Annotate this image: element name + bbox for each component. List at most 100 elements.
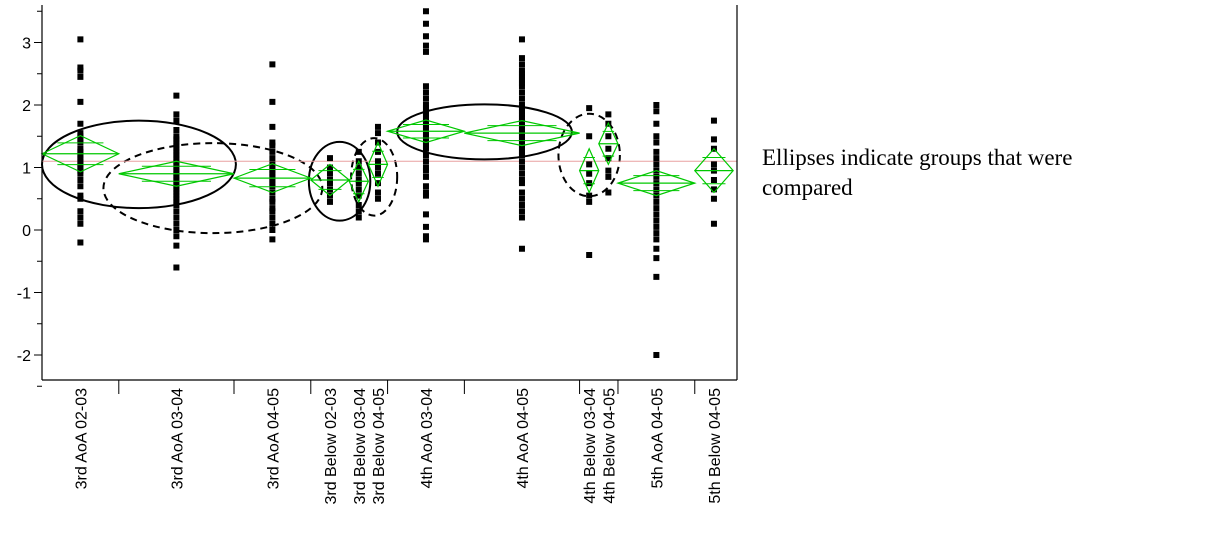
- data-point-5-8: [355, 192, 362, 199]
- data-point-8-16: [518, 114, 525, 121]
- data-point-11-23: [653, 273, 660, 280]
- y-tick-label-2: 2: [22, 98, 31, 115]
- data-point-6-8: [374, 180, 381, 187]
- data-point-7-20: [422, 136, 429, 143]
- data-point-2-22: [173, 186, 180, 193]
- data-point-8-8: [518, 80, 525, 87]
- data-point-1-21: [77, 183, 84, 190]
- group-ellipse-2: [102, 142, 324, 235]
- data-point-8-5: [518, 70, 525, 77]
- data-point-2-28: [173, 208, 180, 215]
- data-point-3-5: [269, 142, 276, 149]
- data-point-8-9: [518, 83, 525, 90]
- data-point-2-15: [173, 164, 180, 171]
- data-point-2-2: [173, 111, 180, 118]
- data-point-8-19: [518, 123, 525, 130]
- data-point-11-20: [653, 236, 660, 243]
- data-point-10-5: [605, 155, 612, 162]
- data-point-5-5: [355, 177, 362, 183]
- data-point-3-19: [269, 205, 276, 212]
- data-point-7-34: [422, 233, 429, 240]
- data-point-11-7: [653, 155, 660, 162]
- data-point-3-1: [269, 61, 276, 68]
- data-point-2-20: [173, 180, 180, 187]
- data-point-1-2: [77, 64, 84, 71]
- data-point-3-23: [269, 227, 276, 233]
- data-point-10-1: [605, 111, 612, 118]
- data-point-2-34: [173, 264, 180, 271]
- data-point-3-6: [269, 148, 276, 155]
- data-point-3-20: [269, 208, 276, 215]
- data-point-6-2: [374, 130, 381, 137]
- data-point-2-18: [173, 173, 180, 180]
- data-point-3-17: [269, 195, 276, 202]
- data-point-1-22: [77, 192, 84, 199]
- data-point-8-18: [518, 120, 525, 127]
- data-point-4-2: [326, 164, 333, 171]
- data-point-7-23: [422, 145, 429, 152]
- data-point-8-10: [518, 89, 525, 96]
- data-point-7-4: [422, 42, 429, 49]
- data-point-5-4: [355, 170, 362, 177]
- data-point-11-10: [653, 173, 660, 180]
- data-point-5-1: [355, 148, 362, 155]
- x-category-label-8: 4th AoA 04-05: [515, 388, 532, 489]
- data-point-5-3: [355, 164, 362, 171]
- data-point-1-25: [77, 214, 84, 221]
- data-point-6-4: [374, 148, 381, 155]
- data-point-3-4: [269, 139, 276, 146]
- data-point-12-4: [710, 161, 717, 168]
- data-point-7-5: [422, 48, 429, 55]
- data-point-6-9: [374, 189, 381, 196]
- data-point-11-6: [653, 148, 660, 155]
- data-point-7-18: [422, 130, 429, 137]
- x-category-label-12: 5th Below 04-05: [707, 388, 724, 504]
- data-point-1-3: [77, 67, 84, 74]
- data-point-2-14: [173, 161, 180, 168]
- data-point-8-1: [518, 36, 525, 43]
- data-point-11-18: [653, 223, 660, 230]
- data-point-11-4: [653, 133, 660, 140]
- data-point-1-5: [77, 98, 84, 105]
- data-point-11-16: [653, 211, 660, 218]
- data-point-9-5: [586, 180, 593, 187]
- data-point-1-7: [77, 130, 84, 137]
- data-point-7-13: [422, 114, 429, 121]
- data-point-8-3: [518, 61, 525, 68]
- y-tick-label-0: 0: [22, 223, 31, 240]
- data-point-6-10: [374, 195, 381, 202]
- x-category-label-11: 5th AoA 04-05: [649, 388, 666, 489]
- data-point-7-30: [422, 189, 429, 196]
- data-point-7-3: [422, 33, 429, 40]
- data-point-7-16: [422, 123, 429, 130]
- data-point-11-15: [653, 205, 660, 212]
- data-point-2-9: [173, 145, 180, 152]
- data-point-3-7: [269, 155, 276, 162]
- data-point-7-27: [422, 167, 429, 174]
- data-point-8-37: [518, 208, 525, 215]
- x-category-label-3: 3rd AoA 04-05: [265, 388, 282, 490]
- data-point-1-26: [77, 220, 84, 227]
- data-point-8-33: [518, 180, 525, 187]
- data-point-8-12: [518, 102, 525, 108]
- group-ellipse-6: [557, 112, 621, 198]
- data-point-2-11: [173, 152, 180, 158]
- data-point-2-7: [173, 139, 180, 146]
- data-point-2-19: [173, 177, 180, 183]
- data-point-2-24: [173, 192, 180, 199]
- y-tick-label-1: 1: [22, 161, 31, 178]
- data-point-8-14: [518, 108, 525, 115]
- data-point-8-36: [518, 202, 525, 208]
- data-point-7-22: [422, 142, 429, 149]
- data-point-8-7: [518, 77, 525, 83]
- data-point-8-30: [518, 164, 525, 171]
- data-point-2-31: [173, 227, 180, 233]
- data-point-1-24: [77, 208, 84, 215]
- data-point-4-3: [326, 170, 333, 177]
- data-point-12-7: [710, 186, 717, 193]
- data-point-2-5: [173, 133, 180, 140]
- data-point-3-9: [269, 164, 276, 171]
- data-point-2-29: [173, 214, 180, 221]
- data-point-6-6: [374, 164, 381, 171]
